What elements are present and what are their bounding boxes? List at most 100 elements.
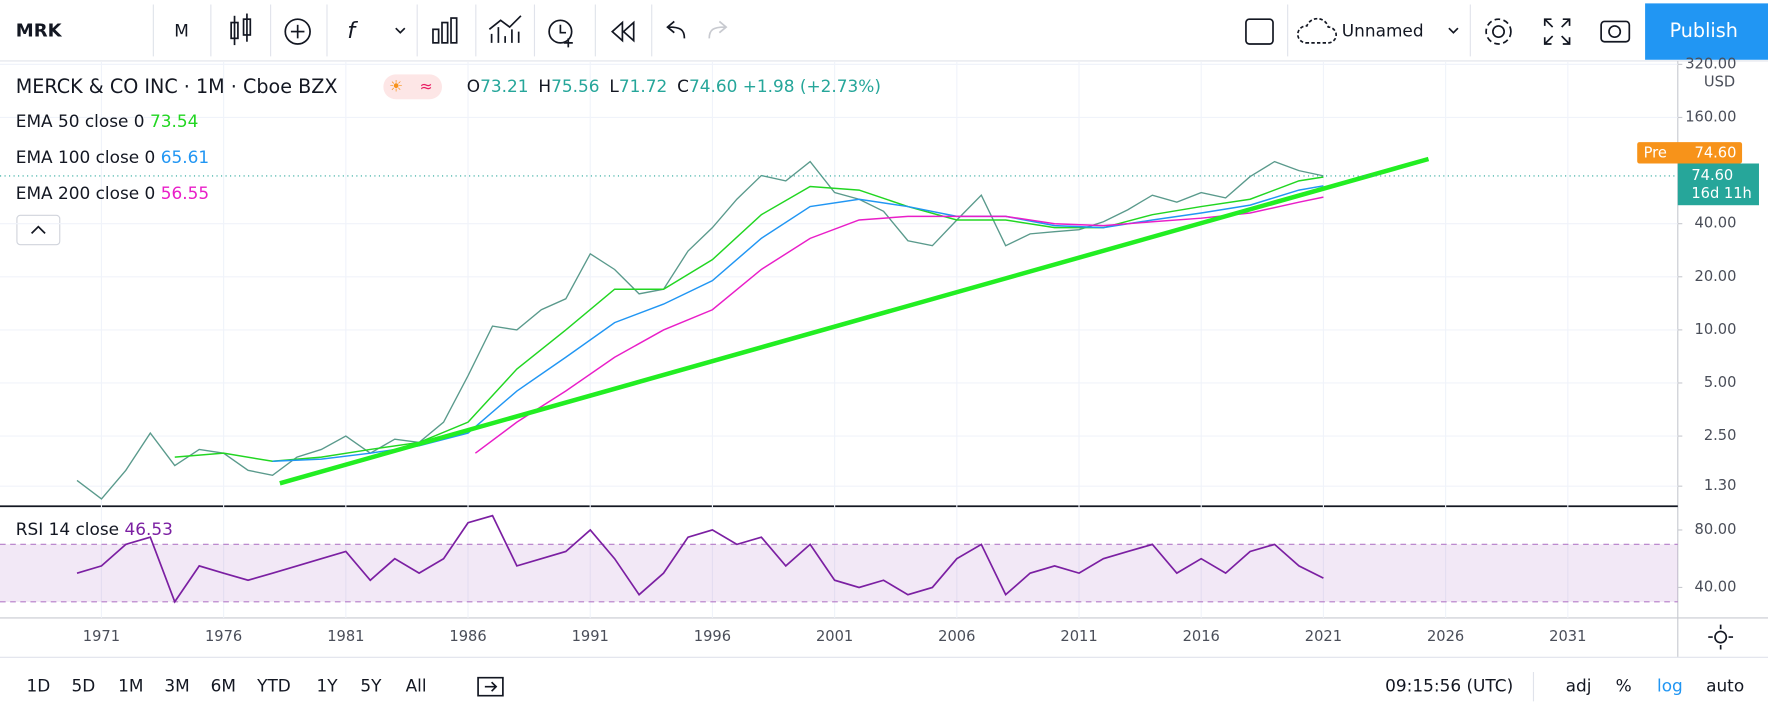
pre-label: Pre — [1644, 144, 1667, 161]
symbol[interactable]: MRK — [16, 21, 63, 42]
market-status-icon: ☀ — [389, 76, 403, 95]
collapse-legend[interactable] — [16, 214, 61, 246]
indicator-name: EMA 100 close 0 — [16, 147, 156, 167]
ohlc-label: O — [467, 76, 480, 96]
indicator-value: 56.55 — [161, 183, 209, 203]
publish-label[interactable]: Publish — [1670, 19, 1738, 42]
range-button[interactable]: 5D — [72, 676, 96, 696]
rsi-name: RSI 14 close — [16, 519, 119, 539]
ohlc-label: H — [538, 76, 551, 96]
x-tick-label: 1986 — [449, 628, 486, 645]
ema-line — [272, 185, 1324, 463]
ohlc-value: 75.56 — [551, 76, 599, 96]
redo-button[interactable] — [708, 20, 728, 39]
currency: USD — [1704, 73, 1735, 90]
countdown: 16d 11h — [1691, 185, 1752, 202]
collapse-icon — [30, 225, 46, 235]
x-tick-label: 1971 — [83, 628, 120, 645]
rsi-tick-label: 40.00 — [1695, 578, 1737, 595]
ohlc-value: 71.72 — [619, 76, 667, 96]
ohlc-value: 73.21 — [480, 76, 528, 96]
rsi-line — [76, 514, 1324, 604]
x-tick-label: 1976 — [205, 628, 242, 645]
snapshot-button[interactable] — [1600, 20, 1631, 43]
rsi-legend[interactable]: RSI 14 close 46.53 — [16, 519, 173, 539]
compare-button[interactable] — [284, 18, 311, 45]
last-price: 74.60 — [1691, 167, 1733, 184]
indicators-menu[interactable] — [395, 27, 406, 34]
fullscreen-button[interactable] — [1543, 18, 1571, 45]
y-tick-label: 160.00 — [1685, 108, 1736, 125]
axis-settings[interactable] — [1708, 624, 1734, 650]
legend-title: MERCK & CO INC · 1M · Cboe BZX — [16, 74, 338, 97]
price-line — [76, 160, 1324, 500]
range-button[interactable]: 1M — [118, 676, 143, 696]
rsi-value: 46.53 — [124, 519, 172, 539]
x-tick-label: 1991 — [572, 628, 609, 645]
y-tick-label: 2.50 — [1704, 427, 1737, 444]
settings-button[interactable] — [1485, 18, 1512, 45]
ema-line — [174, 176, 1324, 463]
indicator-legend[interactable]: EMA 50 close 0 73.54 — [16, 111, 199, 131]
rsi-tick-label: 80.00 — [1695, 521, 1737, 538]
x-tick-label: 2011 — [1060, 628, 1097, 645]
layout-name[interactable]: Unnamed — [1342, 21, 1424, 41]
indicator-name: EMA 50 close 0 — [16, 111, 145, 131]
templates-button[interactable] — [488, 15, 522, 43]
y-tick-label: 20.00 — [1695, 268, 1737, 285]
x-tick-label: 2006 — [938, 628, 975, 645]
alert-button[interactable] — [548, 19, 573, 48]
y-tick-label: 320.00 — [1685, 55, 1736, 72]
x-tick-label: 2031 — [1549, 628, 1586, 645]
indicator-legend[interactable]: EMA 200 close 0 56.55 — [16, 183, 209, 203]
x-tick-label: 2026 — [1427, 628, 1464, 645]
symbol-description: MERCK & CO INC · 1M · Cboe BZX — [16, 74, 338, 97]
y-tick-label: 40.00 — [1695, 215, 1737, 232]
publish-button[interactable] — [1645, 3, 1768, 60]
range-button[interactable]: All — [406, 676, 427, 696]
select-button[interactable] — [1245, 18, 1274, 45]
x-tick-label: 2016 — [1183, 628, 1220, 645]
indicator-name: EMA 200 close 0 — [16, 183, 156, 203]
layout-menu[interactable] — [1448, 27, 1459, 34]
indicators-button[interactable]: f — [347, 18, 358, 44]
range-button[interactable]: 1D — [26, 676, 50, 696]
x-tick-label: 2001 — [816, 628, 853, 645]
pre-badge — [1637, 142, 1743, 164]
range-button[interactable]: 1Y — [316, 676, 338, 696]
range-button[interactable]: 3M — [164, 676, 189, 696]
rsi-band — [0, 544, 1678, 602]
range-button[interactable]: 5Y — [360, 676, 382, 696]
financials-button[interactable] — [432, 17, 458, 44]
trend-line — [279, 156, 1430, 486]
undo-button[interactable] — [666, 20, 686, 39]
replay-button[interactable] — [610, 20, 635, 43]
ema-line — [474, 196, 1324, 454]
y-tick-label: 10.00 — [1695, 321, 1737, 338]
interval[interactable]: M — [174, 21, 189, 41]
top-toolbar: MRK M f Unnamed Publish — [0, 3, 1768, 62]
y-tick-label: 1.30 — [1704, 477, 1737, 494]
scale-option[interactable]: adj — [1566, 676, 1592, 696]
ohlc: O73.21 H75.56 L71.72 C74.60 +1.98 (+2.73… — [467, 76, 881, 96]
indicator-legend[interactable]: EMA 100 close 0 65.61 — [16, 147, 209, 167]
scale-option[interactable]: auto — [1706, 676, 1744, 696]
scale-option[interactable]: % — [1616, 676, 1632, 696]
chart-area — [0, 60, 1768, 658]
bottom-toolbar — [477, 676, 504, 697]
ohlc-value: 74.60 — [689, 76, 737, 96]
scale-option[interactable]: log — [1657, 676, 1683, 696]
change: +1.98 (+2.73%) — [743, 76, 881, 96]
y-tick-label: 5.00 — [1704, 374, 1737, 391]
pre-price: 74.60 — [1695, 144, 1737, 161]
last-price-badge — [1677, 163, 1759, 206]
range-button[interactable]: YTD — [256, 676, 291, 696]
date-range-button[interactable] — [477, 676, 504, 697]
x-tick-label: 1996 — [694, 628, 731, 645]
ohlc-label: L — [609, 76, 619, 96]
range-button[interactable]: 6M — [211, 676, 236, 696]
market-status[interactable] — [383, 74, 442, 100]
x-tick-label: 2021 — [1305, 628, 1342, 645]
candles-button[interactable] — [230, 13, 252, 46]
